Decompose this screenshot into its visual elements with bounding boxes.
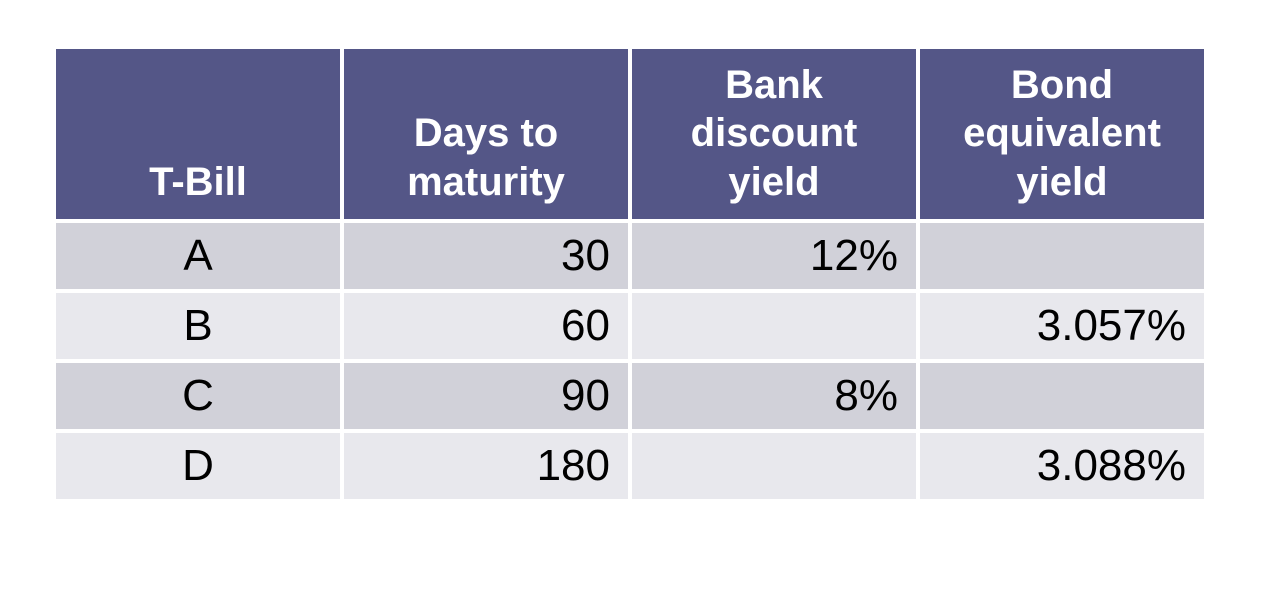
cell-bank-discount-yield: 8%	[628, 359, 920, 433]
cell-tbill: B	[52, 289, 344, 363]
cell-bond-equivalent-yield	[916, 359, 1208, 433]
table-row-c: C 90 8%	[52, 359, 1208, 433]
table-row-d: D 180 3.088%	[52, 429, 1208, 503]
cell-bond-equivalent-yield	[916, 219, 1208, 293]
cell-tbill: D	[52, 429, 344, 503]
cell-days-to-maturity: 60	[340, 289, 632, 363]
cell-bank-discount-yield	[628, 429, 920, 503]
cell-bond-equivalent-yield: 3.057%	[916, 289, 1208, 363]
cell-bond-equivalent-yield: 3.088%	[916, 429, 1208, 503]
column-header-days-to-maturity: Days to maturity	[340, 45, 632, 223]
cell-days-to-maturity: 180	[340, 429, 632, 503]
cell-tbill: A	[52, 219, 344, 293]
column-header-tbill: T-Bill	[52, 45, 344, 223]
column-header-bank-discount-yield: Bank discount yield	[628, 45, 920, 223]
cell-days-to-maturity: 90	[340, 359, 632, 433]
table-header-row: T-Bill Days to maturity Bank discount yi…	[52, 45, 1208, 223]
table-row-a: A 30 12%	[52, 219, 1208, 293]
cell-days-to-maturity: 30	[340, 219, 632, 293]
cell-bank-discount-yield	[628, 289, 920, 363]
tbill-yield-table: T-Bill Days to maturity Bank discount yi…	[52, 45, 1208, 503]
table-row-b: B 60 3.057%	[52, 289, 1208, 363]
cell-bank-discount-yield: 12%	[628, 219, 920, 293]
cell-tbill: C	[52, 359, 344, 433]
column-header-bond-equivalent-yield: Bond equivalent yield	[916, 45, 1208, 223]
